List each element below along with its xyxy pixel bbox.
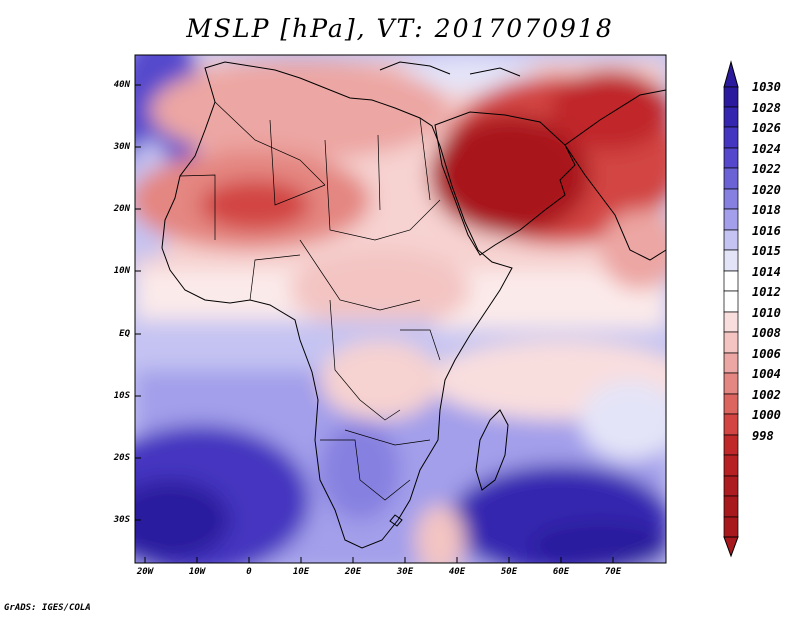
- colorbar-label-1024: 1024: [752, 142, 781, 156]
- colorbar-swatch: [723, 352, 739, 374]
- colorbar-top-arrow: [723, 60, 739, 88]
- colorbar-label-1018: 1018: [752, 203, 781, 217]
- lat-label-30n: 30N: [113, 142, 130, 152]
- lon-label-70e: 70E: [604, 567, 622, 577]
- colorbar-label-1028: 1028: [752, 101, 781, 115]
- colorbar-swatch: [723, 372, 739, 395]
- lon-label-30e: 30E: [396, 567, 414, 577]
- colorbar-swatch: [723, 331, 739, 354]
- colorbar-label-1020: 1020: [752, 183, 781, 197]
- colorbar-label-1008: 1008: [752, 326, 781, 340]
- colorbar-label-1002: 1002: [752, 388, 781, 402]
- colorbar-label-998: 998: [752, 429, 774, 443]
- colorbar-label-1016: 1016: [752, 224, 781, 238]
- colorbar-swatch: [723, 454, 739, 477]
- colorbar-swatch: [723, 147, 739, 169]
- map-title: MSLP [hPa], VT: 2017070918: [186, 14, 614, 43]
- lat-label-10s: 10S: [113, 391, 130, 401]
- lat-label-20s: 20S: [113, 453, 130, 463]
- colorbar-swatch: [723, 188, 739, 210]
- colorbar-label-1022: 1022: [752, 162, 781, 176]
- colorbar-swatch: [723, 516, 739, 538]
- colorbar-swatch: [723, 106, 739, 128]
- colorbar-label-1006: 1006: [752, 347, 781, 361]
- lat-label-20n: 20N: [113, 204, 130, 214]
- colorbar-swatch: [723, 393, 739, 415]
- country-borders: [179, 101, 441, 501]
- colorbar-swatch: [723, 126, 739, 149]
- colorbar-label-1010: 1010: [752, 306, 781, 320]
- lon-label-0: 0: [246, 567, 252, 577]
- colorbar-label-1015: 1015: [752, 244, 781, 258]
- lon-label-10w: 10W: [188, 567, 206, 577]
- map-frame: [134, 54, 667, 564]
- lon-label-10e: 10E: [292, 567, 310, 577]
- colorbar-bottom-arrow: [723, 536, 739, 558]
- colorbar-swatch: [723, 208, 739, 231]
- colorbar-swatch: [723, 413, 739, 436]
- coastlines: [161, 61, 667, 549]
- colorbar-swatch: [723, 311, 739, 333]
- credit-text: GrADS: IGES/COLA: [4, 603, 91, 613]
- colorbar: [723, 60, 739, 558]
- lat-label-10n: 10N: [113, 266, 130, 276]
- colorbar-swatch: [723, 270, 739, 292]
- colorbar-swatch: [723, 229, 739, 251]
- colorbar-label-1026: 1026: [752, 121, 781, 135]
- colorbar-label-1014: 1014: [752, 265, 781, 279]
- lat-label-30s: 30S: [113, 515, 130, 525]
- colorbar-label-1030: 1030: [752, 80, 781, 94]
- colorbar-swatch: [723, 475, 739, 497]
- colorbar-swatch: [723, 167, 739, 190]
- colorbar-label-1012: 1012: [752, 285, 781, 299]
- lat-label-40n: 40N: [113, 80, 130, 90]
- colorbar-swatch: [723, 434, 739, 456]
- colorbar-swatch: [723, 86, 739, 108]
- axis-ticks: [135, 84, 614, 563]
- lon-label-60e: 60E: [552, 567, 570, 577]
- lon-label-50e: 50E: [500, 567, 518, 577]
- colorbar-label-1004: 1004: [752, 367, 781, 381]
- pressure-field: [135, 55, 666, 563]
- colorbar-label-1000: 1000: [752, 408, 781, 422]
- lon-label-40e: 40E: [448, 567, 466, 577]
- lat-label-eq: EQ: [119, 329, 130, 339]
- colorbar-swatch: [723, 495, 739, 518]
- lon-label-20e: 20E: [344, 567, 362, 577]
- lon-label-20w: 20W: [136, 567, 154, 577]
- colorbar-swatch: [723, 290, 739, 313]
- colorbar-swatch: [723, 249, 739, 272]
